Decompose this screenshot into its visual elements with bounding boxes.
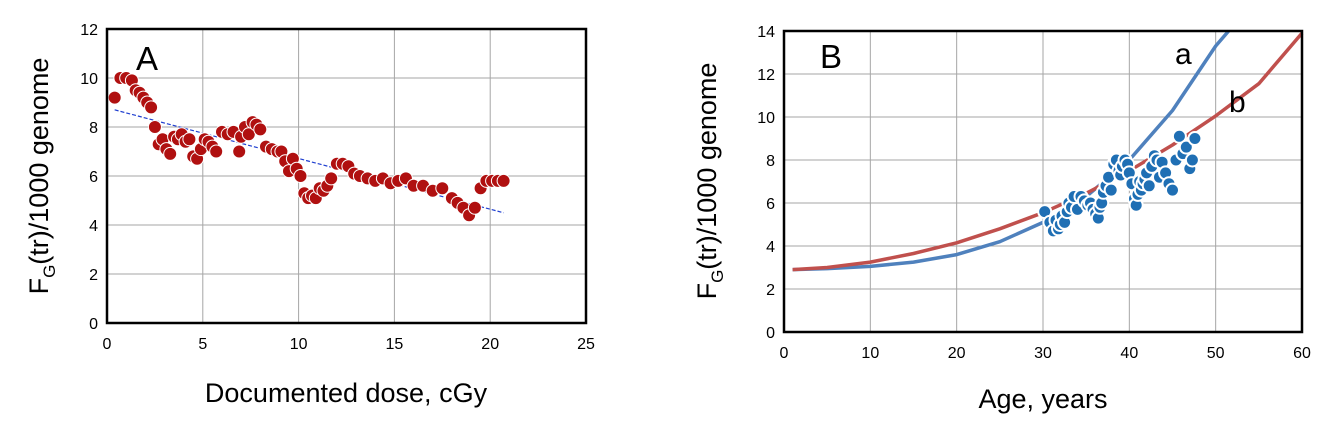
a-data-point	[293, 169, 308, 183]
b-data-point	[1165, 182, 1180, 198]
b-x-axis-title: Age, years	[978, 384, 1107, 414]
b-data-point	[1141, 178, 1157, 194]
a-data-point	[107, 90, 122, 105]
panel-b: 0 10 20 30 40 50 60 0 2 4 6 8 10 12 14 B a b Age, year…	[692, 24, 1311, 414]
a-y-tick-label: 8	[89, 120, 98, 137]
a-data-point	[232, 144, 247, 159]
a-data-point	[209, 144, 224, 159]
a-y-axis-title-rest: (tr)/1000 genome	[24, 58, 54, 265]
b-x-tick-label: 10	[861, 345, 879, 362]
a-data-point	[324, 171, 339, 186]
b-x-tick-label: 40	[1120, 345, 1138, 362]
a-x-tick-label: 0	[103, 336, 112, 353]
a-x-tick-label: 15	[386, 336, 404, 353]
b-data-points	[1037, 128, 1203, 239]
panel-a: 0 5 10 15 20 25 0 2 4 6 8 10 12 A Documented dose, c…	[24, 22, 595, 408]
b-y-axis-title-rest: (tr)/1000 genome	[692, 63, 722, 270]
b-data-point	[1171, 128, 1187, 144]
a-x-tick-label: 25	[577, 336, 595, 353]
a-y-tick-label: 4	[89, 218, 98, 235]
b-plot-frame	[782, 29, 1304, 334]
b-x-tick-label: 0	[780, 345, 789, 362]
b-data-point	[1187, 131, 1203, 146]
a-y-axis-title-sub: G	[40, 265, 59, 278]
a-linear-trendline	[114, 109, 504, 214]
a-y-tick-label: 2	[89, 267, 98, 284]
a-plot-frame	[105, 27, 588, 325]
b-curve-label-b: b	[1229, 86, 1246, 119]
b-y-tick-label: 10	[757, 110, 775, 127]
a-data-points	[107, 71, 511, 223]
a-data-point	[147, 120, 162, 134]
b-curve-a	[792, 29, 1230, 272]
b-x-tick-label: 20	[948, 345, 966, 362]
a-y-axis-title-main: F	[24, 278, 54, 295]
b-data-point	[1184, 152, 1200, 168]
a-data-point	[467, 200, 482, 215]
b-y-tick-label: 0	[766, 325, 775, 342]
a-y-tick-label: 12	[80, 22, 98, 39]
a-data-point	[496, 173, 511, 188]
a-y-tick-label: 6	[89, 169, 98, 186]
b-data-point	[1103, 182, 1119, 198]
a-data-point	[163, 146, 178, 161]
b-x-tick-label: 60	[1293, 345, 1311, 362]
b-y-axis-title-main: F	[692, 283, 722, 300]
b-y-tick-label: 14	[757, 24, 775, 41]
b-data-point	[1178, 139, 1194, 155]
b-y-tick-label: 6	[766, 196, 775, 213]
b-x-tick-label: 30	[1034, 345, 1052, 362]
a-y-tick-label: 10	[80, 71, 98, 88]
a-data-point	[253, 122, 268, 137]
b-y-tick-label: 2	[766, 282, 775, 299]
a-x-tick-label: 10	[290, 336, 308, 353]
a-x-tick-label: 5	[198, 336, 207, 353]
a-x-tick-label: 20	[481, 336, 499, 353]
b-curve-label-a: a	[1175, 38, 1192, 71]
a-data-point	[435, 181, 450, 196]
a-tick-labels: 0 5 10 15 20 25 0 2 4 6 8 10 12	[80, 22, 595, 353]
b-x-tick-label: 50	[1207, 345, 1225, 362]
b-y-tick-label: 8	[766, 153, 775, 170]
b-y-tick-label: 4	[766, 239, 775, 256]
a-y-axis-title: FG(tr)/1000 genome	[24, 58, 59, 295]
a-panel-label: A	[136, 40, 158, 77]
b-panel-label: B	[820, 38, 842, 75]
a-trendline	[114, 109, 504, 214]
a-data-point	[144, 100, 159, 115]
b-y-axis-title: FG(tr)/1000 genome	[692, 63, 727, 300]
a-data-point	[182, 132, 197, 147]
a-x-axis-title: Documented dose, cGy	[205, 378, 488, 408]
b-tick-labels: 0 10 20 30 40 50 60 0 2 4 6 8 10 12 14	[757, 24, 1311, 362]
b-gridlines	[783, 30, 1303, 333]
b-y-axis-title-sub: G	[708, 270, 727, 283]
b-y-tick-label: 12	[757, 67, 775, 84]
a-y-tick-label: 0	[89, 316, 98, 333]
a-gridlines	[106, 28, 587, 324]
